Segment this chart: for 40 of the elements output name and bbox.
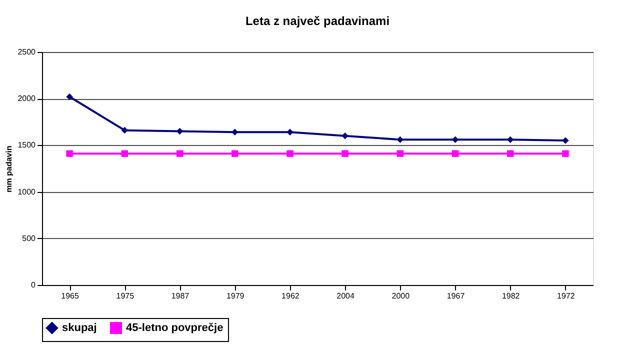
x-tick-label: 1972 bbox=[557, 292, 576, 300]
point bbox=[342, 150, 348, 157]
x-tick-label: 2000 bbox=[392, 292, 410, 300]
y-tick-label: 0 bbox=[31, 280, 36, 290]
point bbox=[121, 150, 128, 157]
point bbox=[452, 150, 459, 157]
point bbox=[121, 126, 128, 134]
x-tick-label: 1975 bbox=[116, 292, 135, 300]
point bbox=[176, 128, 184, 135]
point bbox=[286, 150, 294, 157]
y-axis-title: mm padavin bbox=[4, 146, 14, 192]
point bbox=[452, 136, 459, 143]
point bbox=[506, 150, 514, 157]
point bbox=[562, 150, 569, 157]
point bbox=[66, 150, 73, 157]
point bbox=[231, 128, 238, 136]
y-tick-label: 2500 bbox=[18, 48, 36, 56]
x-tick-label: 1962 bbox=[282, 292, 300, 300]
x-tick-label: 1982 bbox=[502, 292, 520, 300]
point bbox=[396, 150, 404, 157]
y-tick-label: 1500 bbox=[18, 140, 36, 150]
point bbox=[231, 150, 238, 157]
point bbox=[506, 136, 514, 143]
point bbox=[66, 93, 73, 100]
x-tick-label: 1967 bbox=[446, 292, 466, 300]
point bbox=[562, 137, 569, 144]
x-tick-label: 2004 bbox=[336, 292, 355, 300]
y-tick-label: 2000 bbox=[18, 94, 36, 104]
x-tick-label: 1979 bbox=[226, 292, 245, 300]
point bbox=[342, 132, 348, 140]
y-tick-label: 1000 bbox=[18, 187, 36, 196]
legend-label: skupaj bbox=[62, 322, 97, 334]
x-tick-label: 1987 bbox=[171, 292, 190, 300]
point bbox=[176, 150, 184, 157]
chart-title: Leta z največ padavinami bbox=[245, 14, 390, 28]
point bbox=[286, 128, 294, 136]
x-tick-label: 1965 bbox=[61, 292, 80, 300]
y-tick-label: 500 bbox=[22, 234, 36, 243]
legend-label: 45-letno povprečje bbox=[126, 322, 224, 334]
point bbox=[396, 136, 404, 143]
